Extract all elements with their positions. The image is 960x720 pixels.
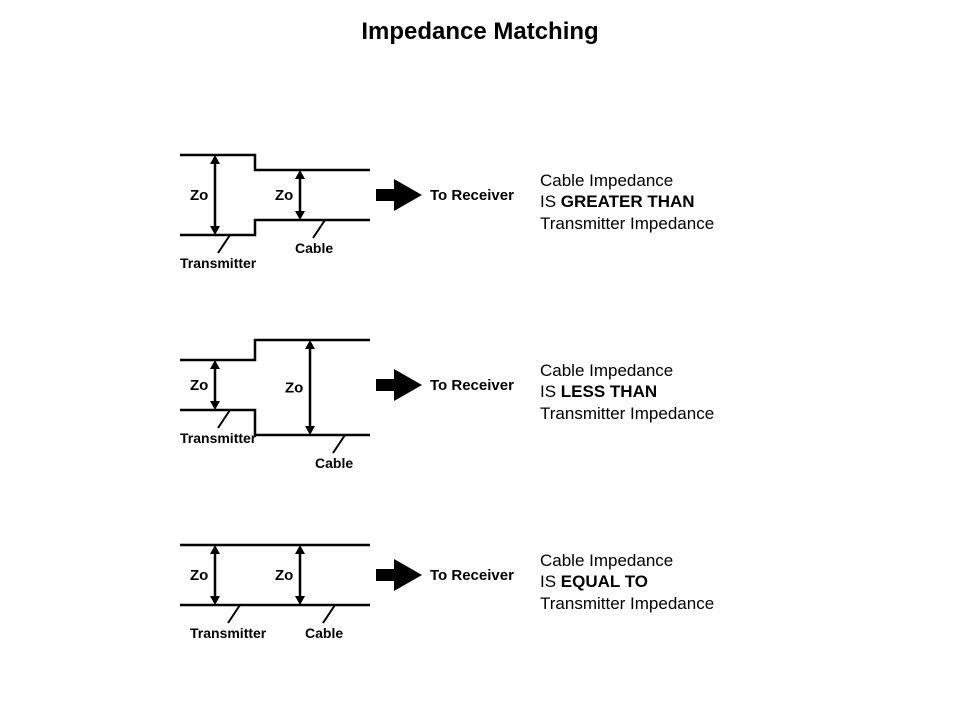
zo-label: Zo	[275, 567, 293, 584]
desc-less: Cable ImpedanceIS LESS THANTransmitter I…	[540, 360, 790, 424]
arrow-icon	[376, 559, 422, 591]
diagram-greater: Zo Zo To Receiver Transmitter Cable	[160, 130, 540, 300]
arrow-icon	[376, 179, 422, 211]
cable-label: Cable	[315, 455, 353, 471]
case-less: Zo Zo To Receiver Transmitter Cable Cable Imp…	[160, 320, 800, 490]
desc-line3: Transmitter Impedance	[540, 213, 790, 234]
case-greater: Zo Zo To Receiver Transmitter Cable Cable Imp…	[160, 130, 800, 300]
transmitter-label: Transmitter	[180, 430, 257, 446]
cable-label: Cable	[295, 240, 333, 256]
to-receiver-label: To Receiver	[430, 567, 514, 584]
desc-line1: Cable Impedance	[540, 170, 790, 191]
page-title: Impedance Matching	[0, 18, 960, 46]
desc-prefix: IS	[540, 572, 561, 591]
desc-bold: GREATER THAN	[561, 192, 695, 211]
zo-label: Zo	[190, 567, 208, 584]
diagram-equal: Zo Zo To Receiver Transmitter Cable	[160, 510, 540, 680]
desc-bold: EQUAL TO	[561, 572, 648, 591]
transmitter-label: Transmitter	[180, 255, 257, 271]
desc-line1: Cable Impedance	[540, 550, 790, 571]
desc-line2: IS EQUAL TO	[540, 571, 790, 592]
desc-greater: Cable ImpedanceIS GREATER THANTransmitte…	[540, 170, 790, 234]
page: Impedance Matching Zo Zo To Receiver Transm…	[0, 0, 960, 720]
desc-prefix: IS	[540, 382, 561, 401]
desc-line3: Transmitter Impedance	[540, 403, 790, 424]
desc-line1: Cable Impedance	[540, 360, 790, 381]
to-receiver-label: To Receiver	[430, 377, 514, 394]
desc-bold: LESS THAN	[561, 382, 657, 401]
diagram-less: Zo Zo To Receiver Transmitter Cable	[160, 320, 540, 490]
zo-label: Zo	[285, 380, 303, 397]
transmitter-label: Transmitter	[190, 625, 267, 641]
desc-equal: Cable ImpedanceIS EQUAL TOTransmitter Im…	[540, 550, 790, 614]
arrow-icon	[376, 369, 422, 401]
zo-label: Zo	[275, 187, 293, 204]
desc-line3: Transmitter Impedance	[540, 593, 790, 614]
to-receiver-label: To Receiver	[430, 187, 514, 204]
desc-line2: IS GREATER THAN	[540, 191, 790, 212]
desc-line2: IS LESS THAN	[540, 381, 790, 402]
desc-prefix: IS	[540, 192, 561, 211]
zo-label: Zo	[190, 187, 208, 204]
case-equal: Zo Zo To Receiver Transmitter Cable Cable Imp…	[160, 510, 800, 680]
zo-label: Zo	[190, 377, 208, 394]
cable-label: Cable	[305, 625, 343, 641]
